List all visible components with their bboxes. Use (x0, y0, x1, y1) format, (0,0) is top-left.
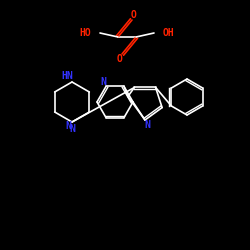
Text: N: N (100, 78, 106, 88)
Text: N: N (65, 121, 71, 131)
Text: O: O (131, 10, 137, 20)
Text: OH: OH (163, 28, 175, 38)
Text: N: N (69, 124, 75, 134)
Text: N: N (144, 120, 150, 130)
Text: O: O (117, 54, 123, 64)
Text: HO: HO (79, 28, 91, 38)
Text: HN: HN (61, 71, 73, 81)
